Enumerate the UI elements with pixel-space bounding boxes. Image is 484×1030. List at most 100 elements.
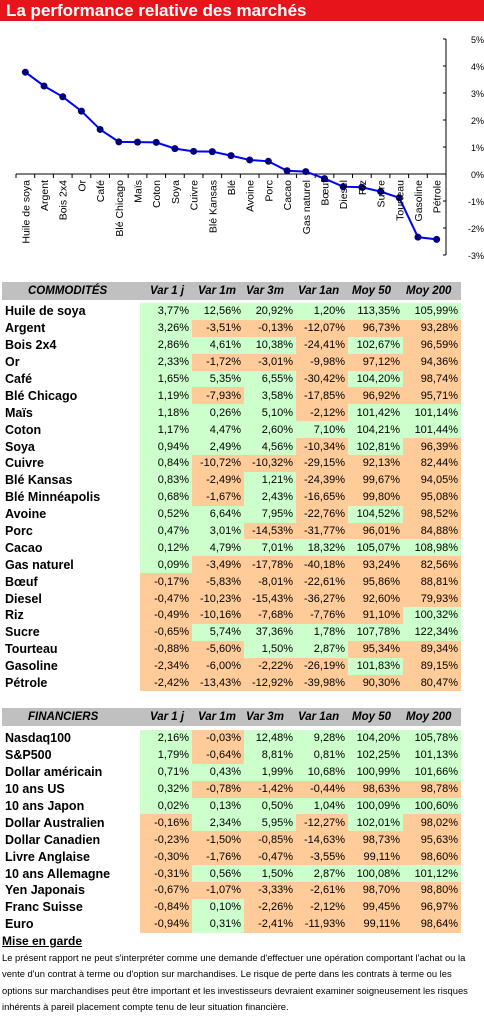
table-row: Yen Japonais -0,67% -1,07% -3,33% -2,61% 98,7…: [2, 882, 461, 899]
data-point: [227, 152, 235, 160]
table-cell: 105,99%: [403, 303, 461, 320]
table-cell: -12,07%: [296, 319, 348, 337]
table-cell: 84,88%: [403, 522, 461, 540]
category-label: Coton: [151, 180, 163, 208]
table-cell: 104,20%: [348, 370, 403, 388]
table-cell: 0,71%: [140, 763, 192, 781]
table-cell: 98,74%: [403, 370, 461, 388]
table-cell: -39,98%: [296, 674, 348, 692]
table-cell: 2,87%: [296, 640, 348, 658]
table-cell: 5,74%: [192, 623, 244, 641]
table-cell: 6,55%: [244, 370, 296, 388]
table-cell: 101,42%: [348, 404, 403, 422]
table-cell: 1,21%: [244, 471, 296, 489]
table-cell: 1,99%: [244, 763, 296, 781]
table-cell: 79,93%: [403, 590, 461, 608]
row-name: 10 ans US: [2, 780, 140, 798]
table-cell: 1,04%: [296, 797, 348, 815]
table-cell: -12,27%: [296, 814, 348, 832]
data-point: [433, 235, 441, 243]
category-label: Huile de soya: [20, 180, 32, 244]
table-cell: 3,01%: [192, 522, 244, 540]
table-row: Nasdaq100 2,16% -0,03% 12,48% 9,28% 104,20% 10…: [2, 730, 461, 747]
table-cell: -8,01%: [244, 573, 296, 591]
table-cell: 102,81%: [348, 438, 403, 456]
table-cell: 94,36%: [403, 353, 461, 371]
table-row: Pétrole -2,42% -13,43% -12,92% -39,98% 90,30%…: [2, 674, 461, 692]
table-cell: 5,10%: [244, 404, 296, 422]
table-cell: -36,27%: [296, 590, 348, 608]
table-cell: 101,83%: [348, 657, 403, 675]
table-cell: 89,34%: [403, 640, 461, 658]
table-cell: 7,95%: [244, 505, 296, 523]
category-label: Or: [76, 180, 88, 192]
table-cell: 0,68%: [140, 488, 192, 506]
category-label: Gasoline: [413, 180, 425, 222]
table-cell: 0,47%: [140, 522, 192, 540]
table-cell: -5,83%: [192, 573, 244, 591]
table-cell: 3,26%: [140, 319, 192, 337]
table-row: Blé Kansas 0,83% -2,49% 1,21% -24,39% 99,67% 9…: [2, 471, 461, 489]
table-cell: 2,33%: [140, 353, 192, 371]
y-tick-label: 5%: [471, 35, 484, 45]
table-row: Soya 0,94% 2,49% 4,56% -10,34% 102,81% 96,39%: [2, 438, 461, 456]
column-header: Var 1m: [198, 285, 236, 297]
table-cell: -2,41%: [244, 915, 296, 933]
commodities-table: Huile de soya 3,77% 12,56% 20,92% 1,20% 113,3…: [2, 303, 461, 692]
table-cell: 122,34%: [403, 623, 461, 641]
table-cell: -26,19%: [296, 657, 348, 675]
table-cell: 1,19%: [140, 387, 192, 405]
row-name: Gas naturel: [2, 556, 140, 574]
table-cell: 97,12%: [348, 353, 403, 371]
category-label: Riz: [357, 180, 369, 195]
table-row: Diesel -0,47% -10,23% -15,43% -36,27% 92,60% 7…: [2, 590, 461, 608]
table-row: Gasoline -2,34% -6,00% -2,22% -26,19% 101,83%…: [2, 657, 461, 675]
section-title: COMMODITÉS: [28, 285, 108, 297]
table-cell: 95,34%: [348, 640, 403, 658]
table-cell: -12,92%: [244, 674, 296, 692]
table-row: Livre Anglaise -0,30% -1,76% -0,47% -3,55% 99…: [2, 848, 461, 866]
row-name: Dollar Australien: [2, 814, 140, 832]
table-cell: 96,39%: [403, 438, 461, 456]
y-tick-label: 4%: [471, 62, 484, 72]
table-cell: 0,31%: [192, 915, 244, 933]
table-cell: 0,81%: [296, 746, 348, 764]
table-cell: 0,12%: [140, 539, 192, 557]
table-cell: 8,81%: [244, 746, 296, 764]
category-label: Blé Chicago: [114, 180, 126, 237]
table-cell: 0,43%: [192, 763, 244, 781]
data-point: [115, 138, 123, 146]
y-tick-label: 2%: [471, 116, 484, 126]
row-name: Blé Kansas: [2, 471, 140, 489]
table-cell: -2,61%: [296, 882, 348, 899]
table-cell: 98,52%: [403, 505, 461, 523]
table-cell: 92,60%: [348, 590, 403, 608]
table-cell: -13,43%: [192, 674, 244, 692]
table-cell: 96,01%: [348, 522, 403, 540]
table-cell: -1,76%: [192, 848, 244, 866]
table-row: Blé Minnéapolis 0,68% -1,67% 2,43% -16,65% 99…: [2, 488, 461, 506]
disclaimer-text: Le présent rapport ne peut s'interpréter…: [2, 952, 468, 1012]
table-cell: -1,07%: [192, 882, 244, 899]
column-header: Var 3m: [246, 285, 284, 297]
table-cell: -31,77%: [296, 522, 348, 540]
title-bar: La performance relative des marchés: [0, 0, 484, 21]
category-label: Diesel: [338, 180, 350, 209]
table-cell: 104,21%: [348, 421, 403, 439]
table-cell: 98,64%: [403, 915, 461, 933]
table-cell: 2,34%: [192, 814, 244, 832]
table-cell: 2,43%: [244, 488, 296, 506]
column-header: Var 1m: [198, 711, 236, 723]
table-cell: 91,10%: [348, 607, 403, 624]
table-cell: 105,78%: [403, 730, 461, 747]
table-cell: -2,12%: [296, 404, 348, 422]
row-name: 10 ans Japon: [2, 797, 140, 815]
table-cell: -0,44%: [296, 780, 348, 798]
data-point: [208, 148, 216, 156]
table-cell: 102,25%: [348, 746, 403, 764]
table-cell: 90,30%: [348, 674, 403, 692]
row-name: Bœuf: [2, 573, 140, 591]
table-cell: 7,10%: [296, 421, 348, 439]
table-cell: -22,76%: [296, 505, 348, 523]
table-cell: 0,50%: [244, 797, 296, 815]
